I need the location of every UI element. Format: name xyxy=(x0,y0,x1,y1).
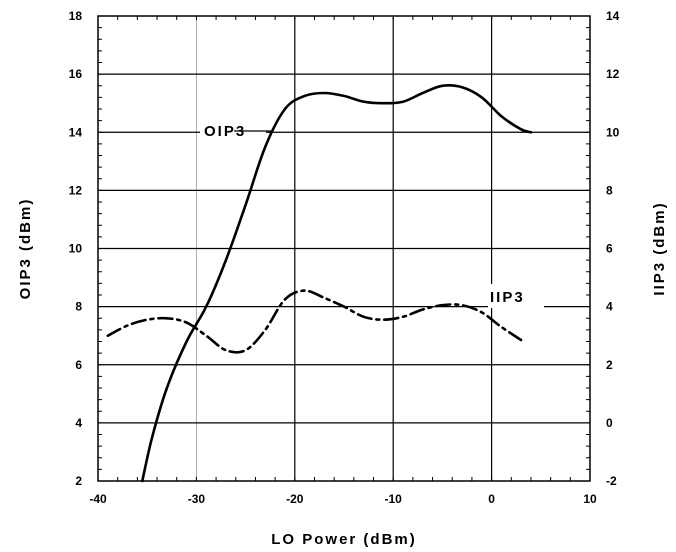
y2-axis-title: IIP3 (dBm) xyxy=(651,201,668,295)
x-tick-label: -40 xyxy=(89,492,107,506)
y2-tick-label: 2 xyxy=(606,358,613,372)
series-layer xyxy=(106,84,533,483)
x-tick-label: -20 xyxy=(286,492,304,506)
y-tick-label: 2 xyxy=(75,474,82,488)
y-tick-label: 18 xyxy=(69,9,83,23)
series-label-bg xyxy=(200,118,266,142)
series-label-iip3: IIP3 xyxy=(490,289,525,306)
y2-tick-label: 8 xyxy=(606,183,613,197)
y-tick-label: 14 xyxy=(69,125,83,139)
y-tick-label: 4 xyxy=(75,416,82,430)
y2-tick-label: 4 xyxy=(606,300,613,314)
y2-tick-label: 14 xyxy=(606,9,620,23)
x-tick-label: 0 xyxy=(488,492,495,506)
series-line-iip3 xyxy=(106,289,523,354)
y2-tick-label: -2 xyxy=(606,474,617,488)
ticks: -40 -30 -20 -10 0 1024681012141618-2024681012… xyxy=(69,9,620,506)
y2-tick-label: 12 xyxy=(606,67,620,81)
y-axis-title: OIP3 (dBm) xyxy=(17,198,34,300)
y2-tick-label: 10 xyxy=(606,125,620,139)
series-label-oip3: OIP3 xyxy=(204,123,246,140)
grid xyxy=(98,16,590,481)
series-labels: OIP3 IIP3 xyxy=(200,118,544,308)
y-tick-label: 6 xyxy=(75,358,82,372)
x-tick-label: -10 xyxy=(385,492,403,506)
x-tick-label: 10 xyxy=(583,492,597,506)
y-tick-label: 12 xyxy=(69,183,83,197)
series-line-oip3 xyxy=(141,84,533,483)
series-label-bg xyxy=(488,284,544,308)
y2-tick-label: 0 xyxy=(606,416,613,430)
x-axis-title: LO Power (dBm) xyxy=(271,531,417,548)
x-tick-label: -30 xyxy=(188,492,206,506)
y-tick-label: 16 xyxy=(69,67,83,81)
y2-tick-label: 6 xyxy=(606,242,613,256)
y-tick-label: 10 xyxy=(69,242,83,256)
y-tick-label: 8 xyxy=(75,300,82,314)
